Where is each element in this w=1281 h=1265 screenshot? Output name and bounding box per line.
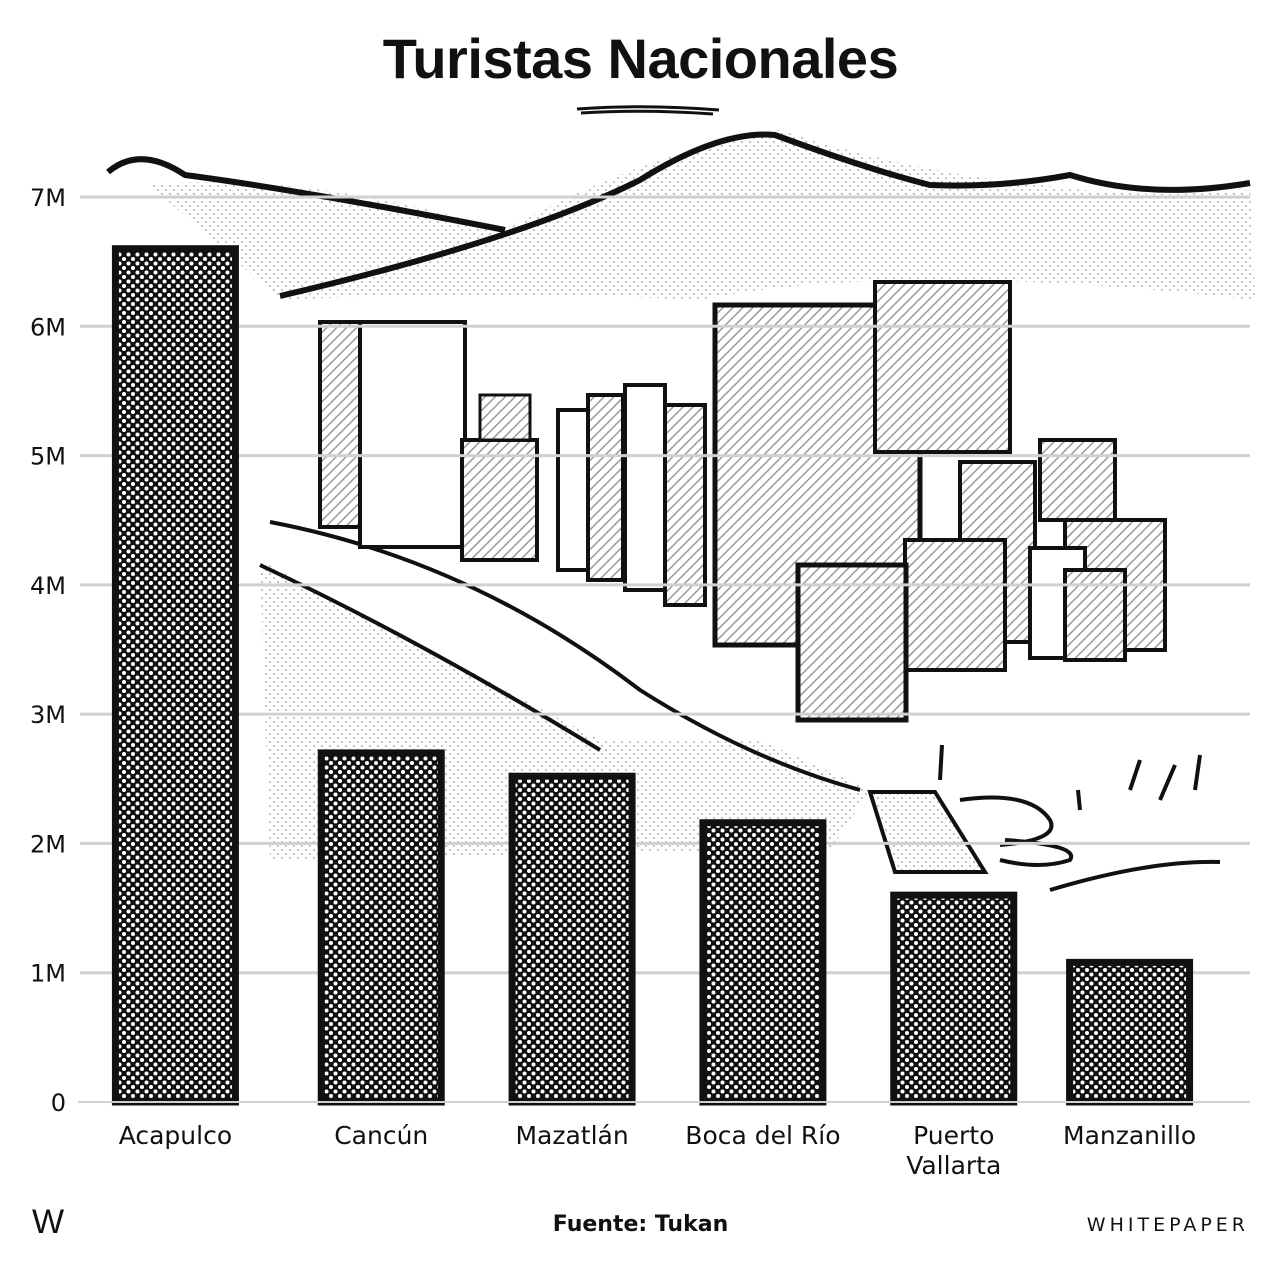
y-tick-label: 1M — [30, 960, 66, 988]
y-tick-label: 0 — [51, 1089, 66, 1117]
x-tick-label: Mazatlán — [515, 1121, 628, 1150]
bar — [1066, 958, 1194, 1106]
x-tick-label: Puerto — [913, 1121, 994, 1150]
y-tick-label: 2M — [30, 830, 66, 858]
bar — [111, 245, 239, 1106]
footer-brand: WHITEPAPER — [1086, 1214, 1249, 1236]
y-tick-label: 6M — [30, 313, 66, 341]
x-tick-label: Acapulco — [119, 1121, 232, 1150]
y-axis-ticks: 0 1M 2M 3M 4M 5M 6M 7M — [30, 184, 66, 1117]
y-tick-label: 4M — [30, 572, 66, 600]
y-tick-label: 7M — [30, 184, 66, 212]
footer-logo: W — [32, 1203, 65, 1241]
x-tick-label: Boca del Río — [685, 1121, 840, 1150]
bar — [508, 772, 636, 1106]
x-tick-label: Manzanillo — [1063, 1121, 1196, 1150]
x-axis-labels: Acapulco Cancún Mazatlán Boca del Río Puerto… — [119, 1121, 1196, 1180]
city-illustration — [106, 130, 1255, 892]
x-tick-label: Vallarta — [906, 1151, 1001, 1180]
footer-source: Fuente: Tukan — [552, 1212, 729, 1237]
y-tick-label: 5M — [30, 443, 66, 471]
x-tick-label: Cancún — [334, 1121, 428, 1150]
gridlines — [80, 195, 1250, 975]
bar — [890, 891, 1018, 1106]
chart-title: Turistas Nacionales — [382, 27, 899, 90]
y-tick-label: 3M — [30, 701, 66, 729]
bar — [699, 819, 827, 1106]
bar — [317, 749, 445, 1106]
title-underline-decoration — [576, 105, 720, 116]
